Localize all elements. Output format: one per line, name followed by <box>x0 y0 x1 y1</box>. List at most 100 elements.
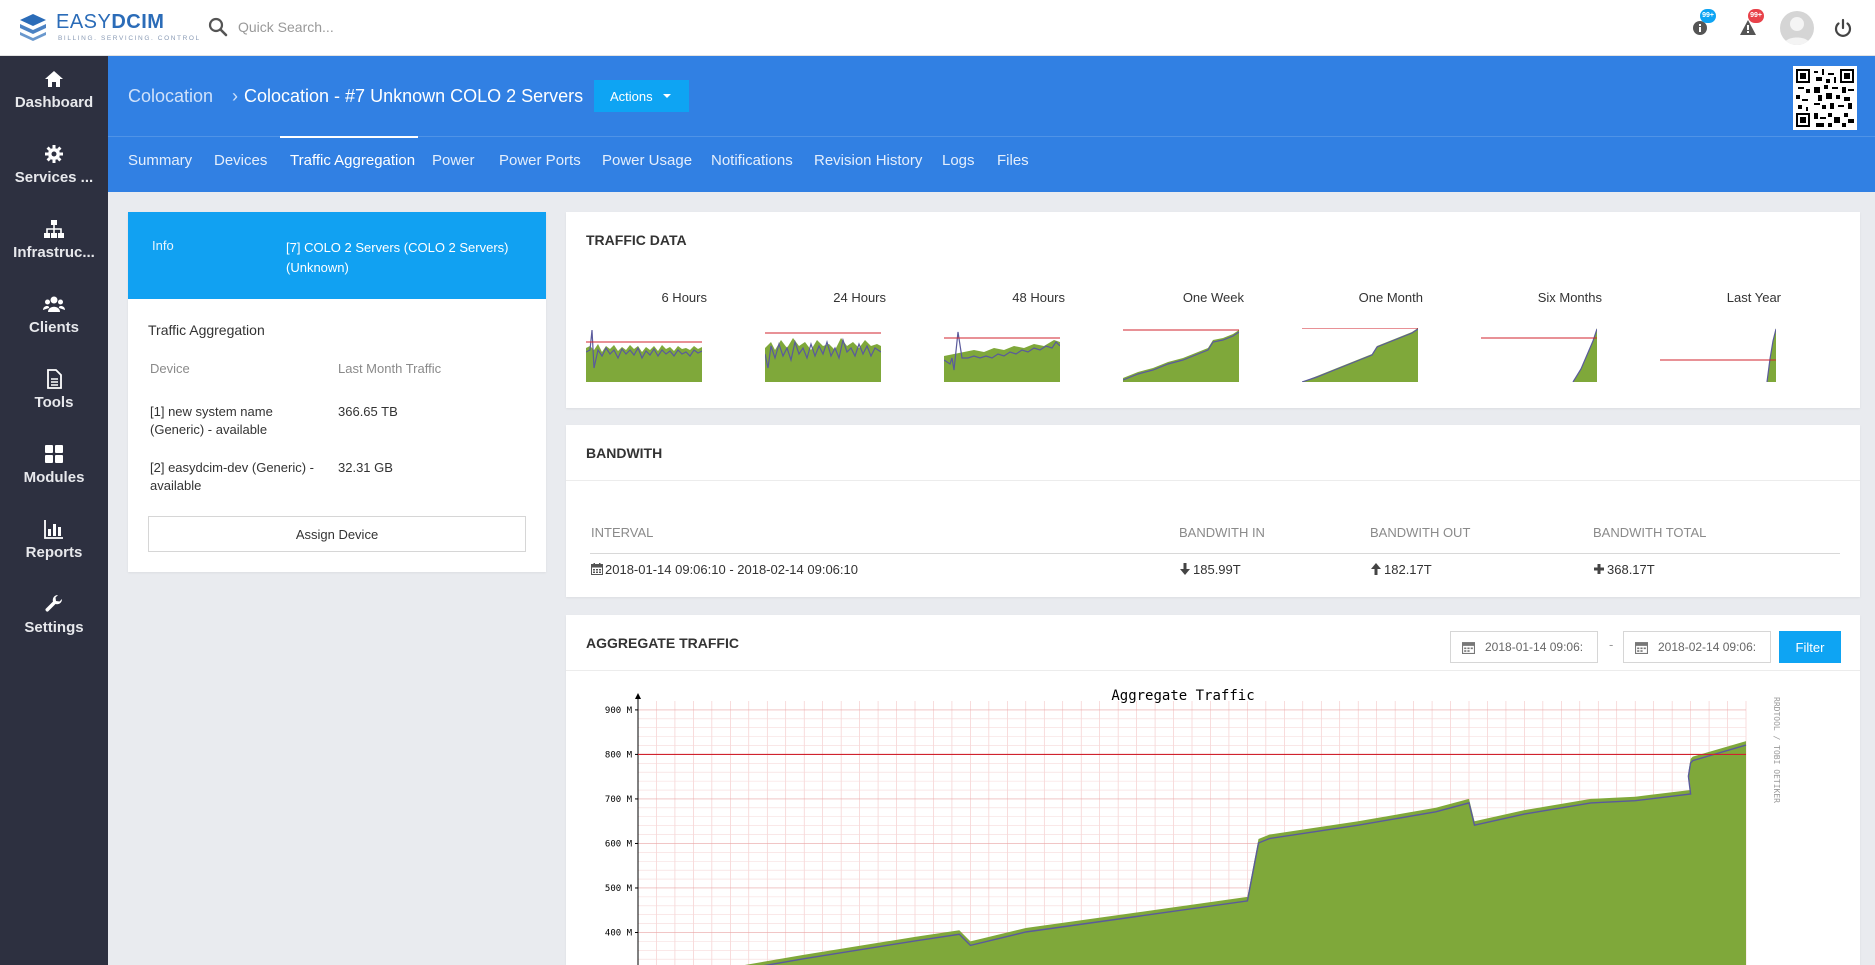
calendar-icon <box>1462 642 1475 654</box>
device-name[interactable]: [1] new system name (Generic) - availabl… <box>150 404 273 437</box>
sparkline-label: One Week <box>1182 290 1244 305</box>
y-tick-label: 500 M <box>605 884 633 894</box>
breadcrumb-root[interactable]: Colocation <box>128 86 214 106</box>
calendar-icon <box>591 563 603 575</box>
date-from-input[interactable]: 2018-01-14 09:06: <box>1450 631 1598 663</box>
aggregate-traffic-panel: AGGREGATE TRAFFIC 2018-01-14 09:06: - 20… <box>566 615 1860 965</box>
logo-text: EASYDCIM <box>56 11 165 33</box>
sparkline-label: Last Year <box>1726 290 1781 305</box>
date-to-input[interactable]: 2018-02-14 09:06: <box>1623 631 1771 663</box>
panel-title: AGGREGATE TRAFFIC <box>586 635 739 651</box>
bandwidth-in-cell: 185.99T <box>1179 562 1241 577</box>
column-header-device: Device <box>150 361 190 376</box>
sidebar-item-clients[interactable]: Clients <box>0 281 108 356</box>
sidebar-item-dashboard[interactable]: Dashboard <box>0 56 108 131</box>
bandwidth-out-value: 182.17T <box>1384 562 1432 577</box>
sparkline-last-year[interactable] <box>1660 328 1776 382</box>
info-notifications-button[interactable]: 99+ <box>1686 9 1716 42</box>
device-panel: Info [7] COLO 2 Servers (COLO 2 Servers)… <box>128 212 546 572</box>
logo-tagline: BILLING. SERVICING. CONTROL <box>58 35 201 42</box>
aggregate-traffic-chart: Aggregate Traffic RRDTOOL / TOBI OETIKER… <box>605 688 1781 965</box>
gear-icon <box>45 145 63 163</box>
chart-title: Aggregate Traffic <box>1111 688 1254 704</box>
sidebar-item-infrastructure[interactable]: Infrastruc... <box>0 206 108 281</box>
y-axis-arrow <box>635 693 641 699</box>
sidebar-item-modules[interactable]: Modules <box>0 431 108 506</box>
bandwidth-in-value: 185.99T <box>1193 562 1241 577</box>
plus-icon <box>1594 564 1604 574</box>
y-tick-label: 400 M <box>605 928 633 938</box>
bar-chart-icon <box>44 520 63 539</box>
alerts-button[interactable]: 99+ <box>1734 9 1764 42</box>
y-tick-label: 600 M <box>605 839 633 849</box>
logo[interactable]: EASYDCIM BILLING. SERVICING. CONTROL <box>18 10 199 46</box>
sparkline-one-week[interactable] <box>1123 328 1239 382</box>
tab-power-usage[interactable]: Power Usage <box>602 152 693 169</box>
date-range-separator: - <box>1609 637 1614 652</box>
sidebar-item-label: Tools <box>34 394 74 411</box>
info-icon <box>1693 21 1707 35</box>
wrench-icon <box>45 594 63 612</box>
qr-code[interactable] <box>1793 66 1857 130</box>
y-tick-label: 700 M <box>605 795 633 805</box>
tab-power-ports[interactable]: Power Ports <box>499 152 581 169</box>
sparkline-6-hours[interactable] <box>586 328 702 382</box>
users-icon <box>43 296 65 312</box>
search-input[interactable] <box>238 14 638 40</box>
header-divider <box>108 136 1875 137</box>
section-title: Traffic Aggregation <box>148 322 265 338</box>
caret-down-icon <box>663 94 671 98</box>
sparkline-label: 6 Hours <box>661 290 707 305</box>
sidebar-item-reports[interactable]: Reports <box>0 506 108 581</box>
sidebar-item-services[interactable]: Services ... <box>0 131 108 206</box>
sidebar-item-label: Clients <box>28 319 79 336</box>
sidebar-item-settings[interactable]: Settings <box>0 581 108 656</box>
tab-power[interactable]: Power <box>432 152 475 169</box>
arrow-up-icon <box>1371 563 1381 575</box>
bandwidth-total-cell: 368.17T <box>1593 562 1655 577</box>
avatar[interactable] <box>1780 11 1814 45</box>
column-header-bandwidth-out: BANDWITH OUT <box>1370 525 1471 540</box>
tab-revision-history[interactable]: Revision History <box>814 152 923 169</box>
tab-summary[interactable]: Summary <box>128 152 193 169</box>
home-icon <box>45 71 63 87</box>
tab-notifications[interactable]: Notifications <box>711 152 793 169</box>
warning-icon <box>1740 20 1756 35</box>
tab-logs[interactable]: Logs <box>942 152 975 169</box>
sidebar-item-label: Reports <box>25 544 83 561</box>
sidebar: Dashboard Services ... Infrastruc... Cli… <box>0 56 108 965</box>
tab-files[interactable]: Files <box>997 152 1029 169</box>
info-badge: 99+ <box>1700 9 1716 23</box>
calendar-icon <box>1635 642 1648 654</box>
tab-devices[interactable]: Devices <box>214 152 268 169</box>
panel-title: TRAFFIC DATA <box>586 232 687 248</box>
alert-badge: 99+ <box>1748 9 1764 23</box>
tab-traffic-aggregation[interactable]: Traffic Aggregation <box>290 152 416 169</box>
column-header-traffic: Last Month Traffic <box>338 361 442 376</box>
page-title: Colocation - #7 Unknown COLO 2 Servers <box>244 86 584 106</box>
bandwidth-panel: BANDWITH INTERVAL BANDWITH IN BANDWITH O… <box>566 425 1860 597</box>
interval-value: 2018-01-14 09:06:10 - 2018-02-14 09:06:1… <box>605 562 858 577</box>
search-icon <box>208 17 228 37</box>
actions-button[interactable]: Actions <box>594 80 689 112</box>
power-icon[interactable] <box>1829 14 1857 42</box>
filter-button[interactable]: Filter <box>1779 631 1841 663</box>
grid-icon <box>45 445 63 463</box>
assign-device-button[interactable]: Assign Device <box>148 516 526 552</box>
sidebar-item-label: Dashboard <box>14 94 94 111</box>
sparkline-24-hours[interactable] <box>765 328 881 382</box>
document-icon <box>47 369 62 389</box>
panel-title: BANDWITH <box>586 445 663 461</box>
sidebar-item-tools[interactable]: Tools <box>0 356 108 431</box>
user-avatar-icon <box>1784 17 1810 45</box>
sidebar-item-label: Services ... <box>14 169 94 186</box>
column-header-bandwidth-in: BANDWITH IN <box>1179 525 1265 540</box>
top-bar: EASYDCIM BILLING. SERVICING. CONTROL 99+… <box>0 0 1875 56</box>
device-traffic: 366.65 TB <box>338 404 398 419</box>
chart-marks <box>638 741 1747 965</box>
sparkline-48-hours[interactable] <box>944 328 1060 382</box>
device-name[interactable]: [2] easydcim-dev (Generic) - available <box>150 460 314 493</box>
sparkline-one-month[interactable] <box>1302 328 1418 382</box>
sparkline-six-months[interactable] <box>1481 328 1597 382</box>
sidebar-item-label: Settings <box>24 619 84 636</box>
